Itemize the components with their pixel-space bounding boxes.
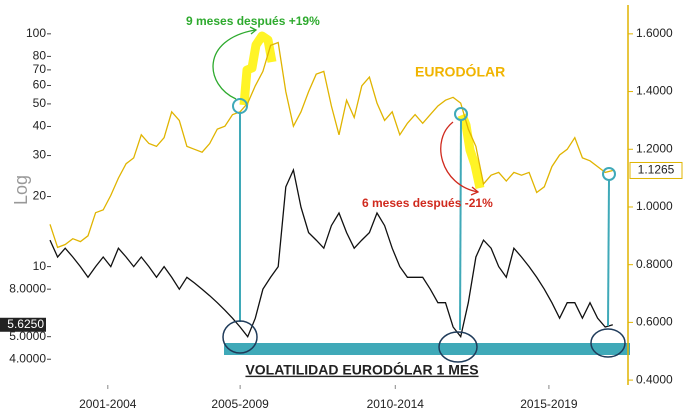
series-line	[49, 41, 613, 249]
annotation: 9 meses después +19%	[186, 14, 320, 28]
end-badge	[0, 317, 46, 332]
highlight	[239, 31, 277, 106]
red-arrow	[440, 121, 479, 193]
x-tick-label: 2001-2004	[79, 397, 137, 411]
low-circle	[438, 331, 478, 363]
end-badge	[629, 161, 683, 179]
arrowhead	[249, 26, 258, 35]
series-line	[49, 167, 613, 339]
y2-tick-label: 1.0000	[636, 199, 673, 213]
end-value-label: 1.1265	[638, 163, 675, 177]
y-tick-label: 20	[33, 189, 47, 203]
x-tick-label: 2010-2014	[367, 397, 425, 411]
marker-circle	[232, 98, 248, 114]
y2-tick-label: 1.4000	[636, 84, 673, 98]
y-axis-label: Log	[11, 175, 31, 205]
y-tick-label: 10	[33, 259, 47, 273]
end-value-label: 5.6250	[7, 317, 44, 331]
green-arrow	[212, 29, 256, 100]
bottom-title: VOLATILIDAD EURODÓLAR 1 MES	[245, 361, 478, 378]
y-tick-label: 40	[33, 119, 47, 133]
low-circle	[590, 328, 626, 358]
connector	[607, 179, 610, 327]
arrowhead	[470, 186, 480, 196]
plot	[49, 41, 613, 339]
y2-tick-label: 0.8000	[636, 257, 673, 271]
y2-tick-label: 0.4000	[636, 372, 673, 386]
series-title: EURODÓLAR	[415, 63, 505, 80]
y-tick-label: 50	[33, 96, 47, 110]
callouts	[232, 98, 616, 331]
y-tick-label: 70	[33, 62, 47, 76]
marker-circle	[602, 167, 616, 181]
x-tick-label: 2005-2009	[211, 397, 269, 411]
support-band	[224, 343, 630, 355]
y2-tick-label: 0.6000	[636, 315, 673, 329]
y-tick-label: 30	[33, 148, 47, 162]
y-tick-label: 4.0000	[9, 351, 46, 365]
marker-circle	[454, 107, 468, 121]
y-tick-label: 5.0000	[9, 329, 46, 343]
annotation: 6 meses después -21%	[362, 196, 493, 210]
y-tick-label: 60	[33, 78, 47, 92]
x-tick-label: 2015-2019	[520, 397, 578, 411]
y2-tick-label: 1.2000	[636, 141, 673, 155]
highlight	[457, 113, 485, 189]
y-tick-label: 100	[26, 26, 46, 40]
y-tick-label: 8.0000	[9, 281, 46, 295]
y2-tick-label: 1.6000	[636, 26, 673, 40]
connector	[459, 119, 462, 331]
y-tick-label: 80	[33, 49, 47, 63]
low-circle	[222, 320, 258, 354]
low-circles	[222, 320, 626, 363]
